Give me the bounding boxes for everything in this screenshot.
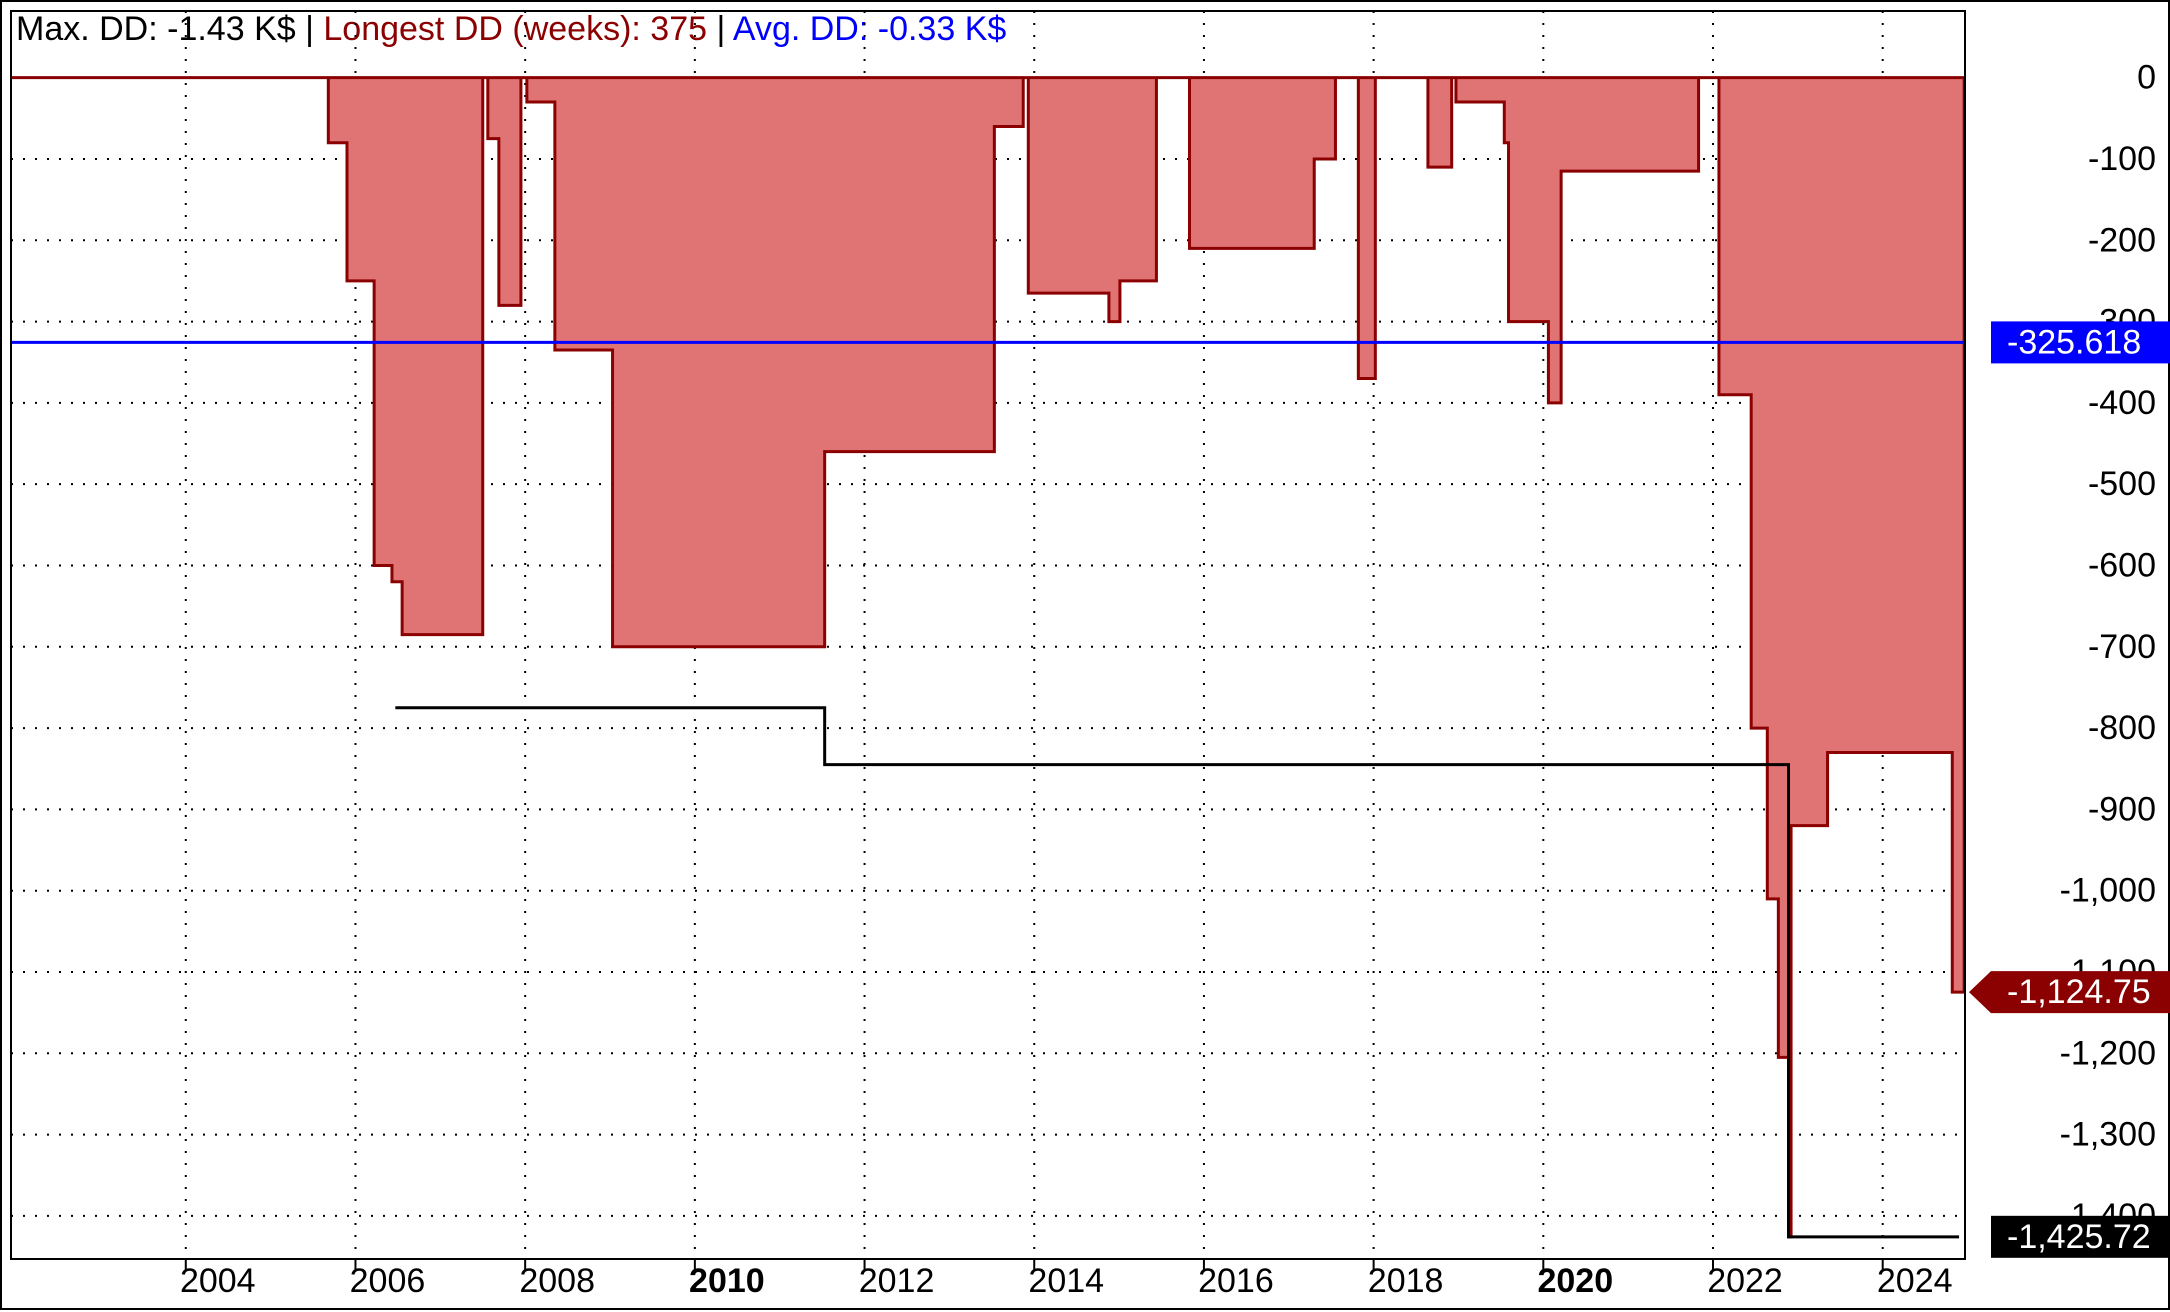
x-tick-label: 2014 (1028, 1262, 1104, 1300)
drawdown-area (11, 76, 1966, 1239)
y-tick-label: -900 (2088, 790, 2156, 828)
value-tag-label: -325.618 (2007, 323, 2141, 361)
x-tick-label: 2006 (350, 1262, 426, 1300)
y-tick-label: -1,200 (2060, 1034, 2156, 1072)
x-tick-label: 2018 (1368, 1262, 1444, 1300)
title-part: Max. DD: -1.43 K$ | (16, 10, 323, 48)
x-tick-label: 2016 (1198, 1262, 1274, 1300)
y-tick-label: -400 (2088, 384, 2156, 422)
value-tag (1969, 971, 2170, 1014)
title-part: Avg. DD: -0.33 K$ (733, 10, 1006, 48)
plot-frame (10, 10, 1966, 1260)
y-tick-label: -1,000 (2060, 872, 2156, 910)
x-tick-label: 2004 (180, 1262, 256, 1300)
chart-title: Max. DD: -1.43 K$ | Longest DD (weeks): … (16, 10, 1006, 48)
x-tick-label: 2012 (859, 1262, 935, 1300)
value-tag (1991, 1215, 2170, 1258)
value-tag-label: -1,124.75 (2007, 973, 2151, 1011)
value-tag-label: -1,425.72 (2007, 1218, 2151, 1256)
y-tick-label: -200 (2088, 221, 2156, 259)
x-tick-label: 2020 (1537, 1262, 1613, 1300)
y-tick-label: -500 (2088, 465, 2156, 503)
y-tick-label: -800 (2088, 709, 2156, 747)
y-tick-label: -700 (2088, 628, 2156, 666)
y-tick-label: -1,300 (2060, 1116, 2156, 1154)
title-part: Longest DD (weeks): 375 (323, 10, 707, 48)
title-part: | (707, 10, 733, 48)
y-tick-label: -600 (2088, 546, 2156, 584)
x-tick-label: 2008 (519, 1262, 595, 1300)
value-tag (1991, 321, 2170, 364)
y-tick-label: -100 (2088, 140, 2156, 178)
x-tick-label: 2024 (1877, 1262, 1953, 1300)
x-tick-label: 2022 (1707, 1262, 1783, 1300)
x-tick-label: 2010 (689, 1262, 765, 1300)
max-drawdown-line (395, 706, 1960, 1239)
y-tick-label: 0 (2137, 59, 2156, 97)
